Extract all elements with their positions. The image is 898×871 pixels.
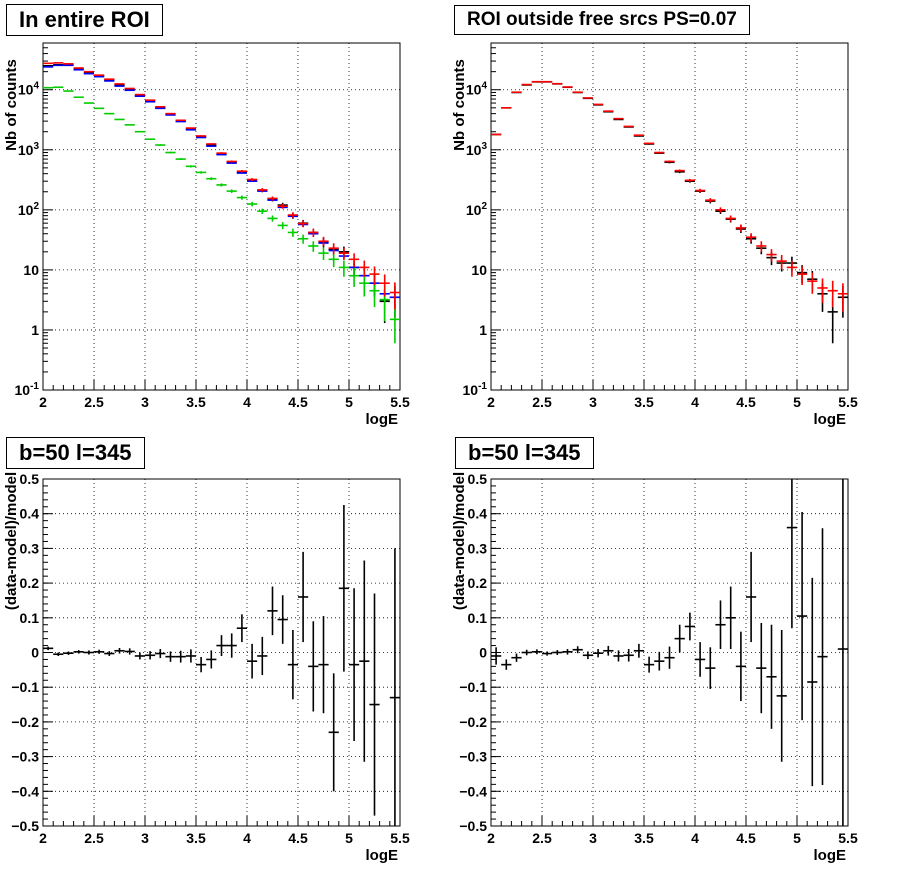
y-tick-label: −0.4 [11, 783, 39, 799]
x-tick-label: 3.5 [186, 394, 206, 410]
panel-title-bottom-right: b=50 l=345 [455, 437, 594, 469]
y-tick-label: 0.1 [20, 610, 40, 626]
x-tick-label: 5.5 [390, 830, 410, 846]
y-tick-label: 0.1 [468, 610, 488, 626]
x-tick-label: 3.5 [634, 830, 654, 846]
x-axis-label: logE [814, 847, 847, 864]
y-tick-label: 0.4 [468, 506, 488, 522]
y-tick-label: −0.3 [459, 749, 487, 765]
plot-frame [42, 42, 401, 391]
y-tick-label: 0 [31, 645, 39, 661]
panel-title-text: In entire ROI [19, 7, 150, 32]
x-tick-label: 3 [141, 830, 149, 846]
x-tick-label: 3 [589, 830, 597, 846]
x-tick-label: 5 [793, 830, 801, 846]
y-tick-label: 103 [18, 141, 40, 158]
x-tick-label: 2.5 [84, 830, 104, 846]
x-tick-label: 2.5 [532, 830, 552, 846]
y-tick-label: 0.3 [468, 540, 488, 556]
x-tick-label: 4 [691, 830, 699, 846]
x-tick-label: 2.5 [532, 394, 552, 410]
y-tick-label: 10 [23, 262, 39, 278]
y-tick-label: 0.2 [468, 575, 488, 591]
y-tick-label: 0.5 [20, 471, 40, 487]
x-tick-label: 2 [39, 394, 47, 410]
x-tick-label: 4 [243, 830, 251, 846]
panel-title-text: b=50 l=345 [19, 440, 132, 465]
x-tick-label: 4.5 [736, 830, 756, 846]
y-tick-label: −0.3 [11, 749, 39, 765]
x-tick-label: 2 [487, 830, 495, 846]
x-tick-label: 2 [487, 394, 495, 410]
y-tick-label: 10-1 [463, 381, 488, 398]
y-tick-label: 0 [479, 645, 487, 661]
y-tick-label: 104 [466, 81, 488, 98]
x-tick-label: 5 [345, 394, 353, 410]
x-tick-label: 3.5 [186, 830, 206, 846]
y-tick-label: 10-1 [15, 381, 40, 398]
plot-frame [490, 42, 849, 391]
y-tick-label: −0.5 [459, 818, 487, 834]
y-tick-label: 1 [479, 322, 487, 338]
x-tick-label: 4.5 [736, 394, 756, 410]
x-tick-label: 4 [691, 394, 699, 410]
y-tick-label: −0.4 [459, 783, 487, 799]
x-tick-label: 4 [243, 394, 251, 410]
y-tick-label: −0.2 [459, 714, 487, 730]
x-tick-label: 5.5 [390, 394, 410, 410]
y-tick-label: 103 [466, 141, 488, 158]
y-tick-label: 10 [471, 262, 487, 278]
y-tick-label: −0.1 [459, 679, 487, 695]
y-axis-label: (data-model)/model [451, 472, 468, 610]
y-tick-label: 1 [31, 322, 39, 338]
x-axis-label: logE [366, 847, 399, 864]
y-tick-label: −0.5 [11, 818, 39, 834]
y-tick-label: 102 [18, 201, 40, 218]
y-tick-label: −0.1 [11, 679, 39, 695]
x-tick-label: 5 [345, 830, 353, 846]
x-tick-label: 3.5 [634, 394, 654, 410]
x-axis-label: logE [366, 411, 399, 428]
x-tick-label: 2 [39, 830, 47, 846]
x-tick-label: 4.5 [288, 394, 308, 410]
y-tick-label: 0.4 [20, 506, 40, 522]
panel-title-bottom-left: b=50 l=345 [6, 437, 145, 469]
y-tick-label: 0.5 [468, 471, 488, 487]
panel-title-text: b=50 l=345 [468, 440, 581, 465]
x-tick-label: 3 [589, 394, 597, 410]
panel-title-text: ROI outside free srcs PS=0.07 [467, 9, 737, 30]
x-tick-label: 3 [141, 394, 149, 410]
x-tick-label: 2.5 [84, 394, 104, 410]
x-tick-label: 5.5 [838, 830, 858, 846]
x-tick-label: 5 [793, 394, 801, 410]
panel-title-top-right: ROI outside free srcs PS=0.07 [454, 5, 750, 35]
y-axis-label: Nb of counts [451, 59, 468, 151]
y-tick-label: 0.2 [20, 575, 40, 591]
y-tick-label: 102 [466, 201, 488, 218]
y-axis-label: Nb of counts [3, 59, 20, 151]
y-tick-label: −0.2 [11, 714, 39, 730]
y-tick-label: 0.3 [20, 540, 40, 556]
y-axis-label: (data-model)/model [3, 472, 20, 610]
y-tick-label: 104 [18, 81, 40, 98]
x-tick-label: 5.5 [838, 394, 858, 410]
x-axis-label: logE [814, 411, 847, 428]
x-tick-label: 4.5 [288, 830, 308, 846]
panel-title-top-left: In entire ROI [6, 4, 163, 36]
